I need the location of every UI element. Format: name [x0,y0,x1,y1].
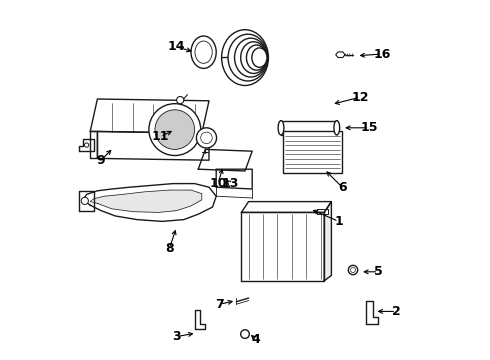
Polygon shape [195,310,205,329]
Polygon shape [79,139,94,151]
Polygon shape [98,131,209,160]
Polygon shape [366,301,378,324]
Ellipse shape [195,41,212,63]
Text: 6: 6 [338,181,346,194]
Text: 2: 2 [392,305,401,318]
Ellipse shape [246,45,267,70]
Text: 3: 3 [172,330,181,343]
Polygon shape [90,99,209,133]
Ellipse shape [278,121,284,135]
Circle shape [348,265,358,275]
Ellipse shape [221,30,269,85]
Circle shape [201,132,212,144]
Polygon shape [198,149,252,171]
Ellipse shape [235,38,267,77]
Polygon shape [317,209,328,214]
Text: 5: 5 [374,265,383,278]
Text: 13: 13 [222,177,239,190]
Text: 9: 9 [97,154,105,167]
Text: 14: 14 [168,40,185,53]
Text: 11: 11 [151,130,169,143]
Polygon shape [83,184,216,221]
Circle shape [81,197,88,204]
Ellipse shape [191,36,216,68]
Circle shape [176,96,184,104]
Polygon shape [216,169,252,189]
Text: 12: 12 [351,91,369,104]
Ellipse shape [228,34,268,81]
Polygon shape [336,52,345,58]
Circle shape [196,128,217,148]
Circle shape [84,143,89,147]
Ellipse shape [334,121,340,135]
Polygon shape [242,202,331,212]
Circle shape [155,110,195,149]
Ellipse shape [241,42,267,73]
Polygon shape [242,212,324,281]
Polygon shape [324,202,331,281]
Text: 15: 15 [361,121,378,134]
Ellipse shape [252,48,267,67]
Text: 8: 8 [165,242,174,255]
Polygon shape [90,131,98,158]
Text: 10: 10 [209,177,227,190]
Circle shape [241,330,249,338]
Bar [283,131,342,173]
Circle shape [149,104,201,156]
Text: 1: 1 [334,215,343,228]
Bar [281,121,337,135]
Text: 16: 16 [373,48,391,60]
Text: 7: 7 [216,298,224,311]
Text: 4: 4 [251,333,260,346]
Polygon shape [79,191,94,211]
Polygon shape [90,190,202,212]
Circle shape [350,267,356,273]
